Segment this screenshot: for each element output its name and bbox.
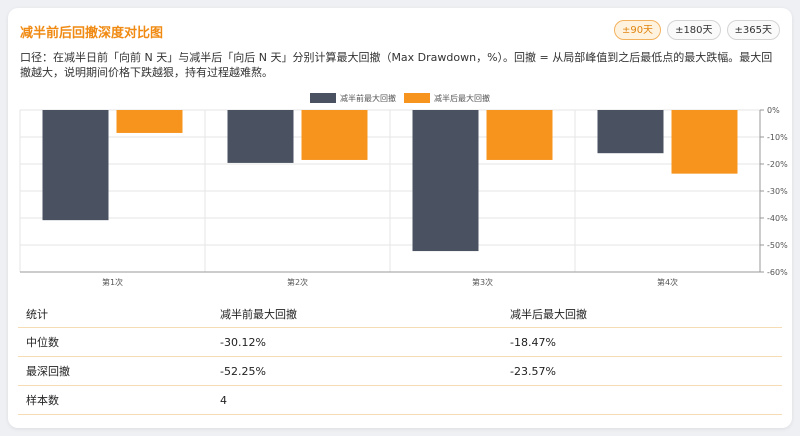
y-tick-label: -10%	[767, 133, 788, 142]
bar-before-2	[227, 110, 294, 163]
deepest-before: -52.25%	[212, 356, 502, 386]
row-label-samples: 样本数	[18, 385, 212, 415]
stats-header-row: 统计 减半前最大回撤 减半后最大回撤	[18, 300, 782, 328]
legend-label-after: 减半后最大回撤	[434, 93, 490, 103]
table-row: 最深回撤 -52.25% -23.57%	[18, 356, 782, 386]
range-90-button[interactable]: ±90天	[613, 20, 662, 40]
y-tick-label: 0%	[767, 106, 780, 115]
median-before: -30.12%	[212, 327, 502, 357]
bar-after-4	[671, 110, 738, 174]
bar-after-3	[486, 110, 553, 160]
samples-before: 4	[212, 385, 502, 415]
x-tick-label: 第3次	[472, 277, 493, 287]
header-after: 减半后最大回撤	[502, 300, 782, 328]
bar-after-2	[301, 110, 368, 160]
y-tick-label: -40%	[767, 214, 788, 223]
bar-before-1	[42, 110, 109, 221]
y-tick-label: -60%	[767, 268, 788, 277]
table-row: 中位数 -30.12% -18.47%	[18, 327, 782, 357]
chart-bars	[42, 110, 738, 252]
method-description: 口径：在减半日前「向前 N 天」与减半后「向后 N 天」分别计算最大回撤（Max…	[20, 51, 773, 79]
bar-before-4	[597, 110, 664, 154]
drawdown-bar-chart: 减半前最大回撤 减半后最大回撤 0% -10% -20% -30% -40% -50% -6…	[19, 93, 788, 287]
header-before: 减半前最大回撤	[212, 300, 502, 328]
x-tick-label: 第4次	[657, 277, 678, 287]
y-tick-label: -30%	[767, 187, 788, 196]
bar-after-1	[116, 110, 183, 133]
x-tick-label: 第1次	[102, 277, 123, 287]
stats-table: 统计 减半前最大回撤 减半后最大回撤 中位数 -30.12% -18.47% 最…	[18, 300, 782, 415]
chart-card: 减半前后回撤深度对比图 ±90天 ±180天 ±365天 口径：在减半日前「向前…	[8, 8, 792, 428]
page-title: 减半前后回撤深度对比图	[20, 26, 164, 41]
legend-label-before: 减半前最大回撤	[340, 93, 396, 103]
row-label-median: 中位数	[18, 327, 212, 357]
y-tick-label: -50%	[767, 241, 788, 250]
samples-after	[502, 385, 782, 415]
y-tick-label: -20%	[767, 160, 788, 169]
deepest-after: -23.57%	[502, 356, 782, 386]
x-axis: 第1次 第2次 第3次 第4次	[20, 271, 760, 287]
chart-legend: 减半前最大回撤 减半后最大回撤	[310, 93, 490, 103]
legend-swatch-before	[310, 93, 336, 103]
x-tick-label: 第2次	[287, 277, 308, 287]
row-label-deepest: 最深回撤	[18, 356, 212, 386]
median-after: -18.47%	[502, 327, 782, 357]
range-365-button[interactable]: ±365天	[726, 20, 780, 40]
y-axis: 0% -10% -20% -30% -40% -50% -60%	[759, 106, 788, 277]
range-selector: ±90天 ±180天 ±365天	[613, 20, 780, 40]
legend-swatch-after	[404, 93, 430, 103]
table-row: 样本数 4	[18, 385, 782, 415]
bar-before-3	[412, 110, 479, 252]
range-180-button[interactable]: ±180天	[667, 20, 721, 40]
header-stat: 统计	[18, 300, 212, 328]
